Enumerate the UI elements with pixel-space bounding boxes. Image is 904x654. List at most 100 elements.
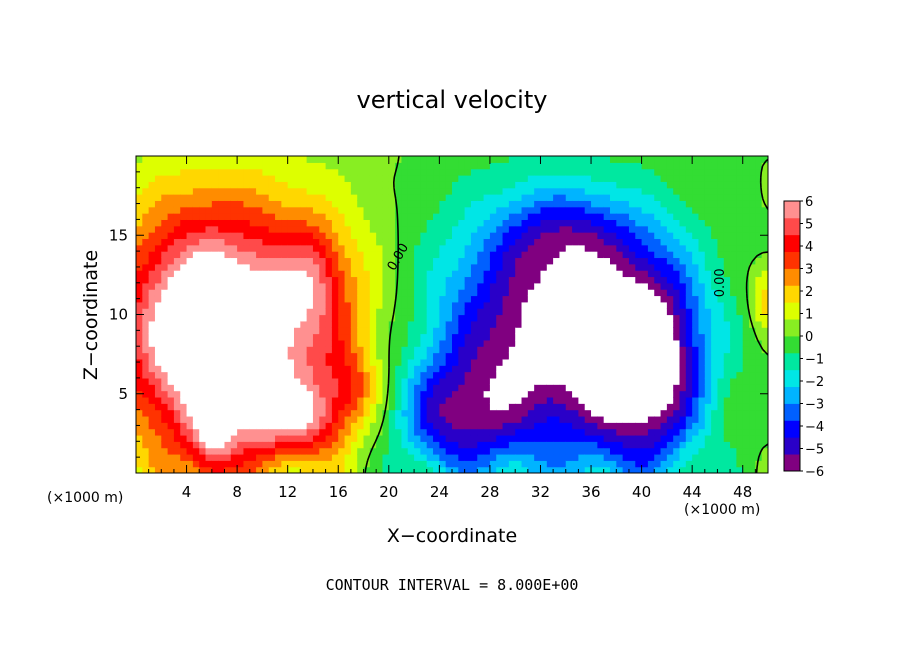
heatmap-cell [325,333,333,341]
heatmap-cell [452,187,459,195]
heatmap-cell [357,371,365,379]
heatmap-cell [521,232,529,240]
heatmap-cell [508,263,516,271]
heatmap-cell [312,251,320,259]
heatmap-cell [458,200,466,208]
heatmap-cell [698,276,706,284]
heatmap-cell [470,244,478,252]
heatmap-cell [704,428,712,436]
heatmap-cell [540,301,548,309]
heatmap-cell [483,352,491,360]
heatmap-cell [338,453,346,461]
heatmap-cell [692,219,700,227]
heatmap-cell [369,346,377,354]
heatmap-cell [628,409,636,417]
heatmap-cell [610,460,617,468]
heatmap-cell [610,200,617,208]
heatmap-cell [654,206,662,214]
heatmap-cell [584,289,592,297]
heatmap-cell [382,244,390,252]
heatmap-cell [591,403,598,411]
heatmap-cell [736,371,744,379]
heatmap-cell [578,460,586,468]
heatmap-cell [224,358,232,366]
heatmap-cell [205,447,213,455]
heatmap-cell [559,384,567,392]
heatmap-cell [275,365,282,373]
heatmap-cell [142,327,150,335]
heatmap-cell [553,244,561,252]
heatmap-cell [218,200,226,208]
heatmap-cell [287,339,295,347]
heatmap-cell [742,333,750,341]
heatmap-cell [268,225,276,233]
heatmap-cell [325,194,333,201]
heatmap-cell [647,447,655,455]
heatmap-cell [521,384,529,392]
heatmap-cell [401,384,409,392]
heatmap-cell [730,168,737,176]
heatmap-cell [331,352,339,360]
heatmap-cell [363,377,371,385]
heatmap-cell [224,460,232,468]
heatmap-cell [723,194,731,201]
heatmap-cell [698,428,706,436]
heatmap-cell [154,238,162,246]
heatmap-cell [673,263,681,271]
heatmap-cell [628,453,636,461]
heatmap-cell [477,244,485,252]
heatmap-cell [180,403,188,411]
heatmap-cell [445,422,453,430]
heatmap-cell [559,206,567,214]
heatmap-cell [610,270,617,278]
heatmap-cell [565,168,573,176]
heatmap-cell [736,358,744,366]
heatmap-cell [211,339,219,347]
heatmap-cell [382,200,390,208]
heatmap-cell [711,181,719,189]
heatmap-cell [477,238,485,246]
heatmap-cell [742,428,750,436]
heatmap-cell [692,453,700,461]
heatmap-cell [679,257,687,265]
heatmap-cell [224,422,232,430]
heatmap-cell [173,187,181,195]
heatmap-cell [553,339,561,347]
heatmap-cell [673,441,681,449]
heatmap-cell [597,415,605,423]
heatmap-cell [483,396,491,404]
heatmap-cell [584,270,592,278]
heatmap-cell [565,200,573,208]
heatmap-cell [610,301,617,309]
heatmap-cell [275,257,282,265]
heatmap-cell [249,314,257,322]
heatmap-cell [502,282,510,290]
heatmap-cell [692,314,700,322]
heatmap-cell [464,352,472,360]
heatmap-cell [224,206,232,214]
heatmap-cell [205,434,213,442]
heatmap-cell [515,422,523,430]
heatmap-cell [294,447,301,455]
heatmap-cell [755,276,763,284]
heatmap-cell [357,422,365,430]
heatmap-cell [730,346,737,354]
heatmap-cell [388,213,396,220]
heatmap-cell [597,314,605,322]
heatmap-cell [401,453,409,461]
heatmap-cell [483,175,491,182]
heatmap-cell [243,460,251,468]
heatmap-cell [230,263,238,271]
heatmap-cell [218,371,226,379]
heatmap-cell [395,428,403,436]
heatmap-cell [666,225,674,233]
heatmap-cell [224,270,232,278]
heatmap-cell [483,403,491,411]
heatmap-cell [565,327,573,335]
heatmap-cell [742,453,750,461]
heatmap-cell [218,181,226,189]
heatmap-cell [344,162,352,170]
heatmap-cell [167,168,175,176]
heatmap-cell [350,358,358,366]
heatmap-cell [243,333,251,341]
